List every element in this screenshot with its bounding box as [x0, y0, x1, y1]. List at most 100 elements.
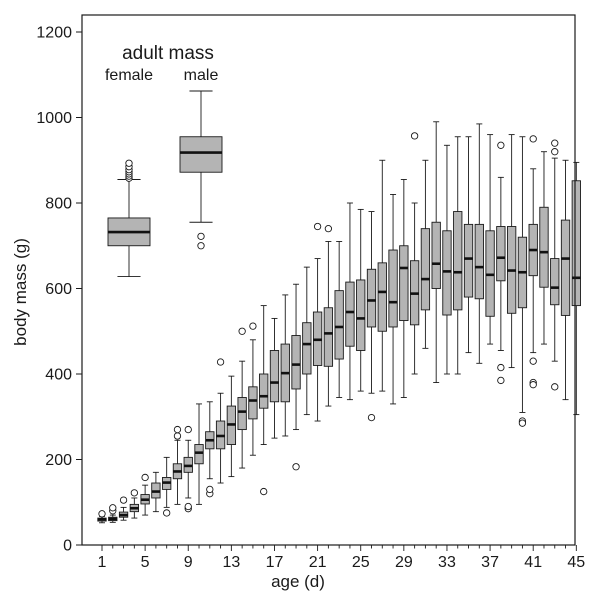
box-day-30	[409, 132, 420, 375]
inset-title: adult mass	[122, 43, 214, 64]
box-day-38-outlier-0	[497, 141, 505, 149]
box-day-1	[97, 510, 107, 524]
y-tick-label-200: 200	[45, 452, 72, 469]
box-day-41-outlier-1	[529, 357, 537, 365]
box-day-25-iqr-box	[356, 279, 366, 351]
box-day-29-iqr-box	[399, 245, 409, 322]
box-day-28-iqr-box	[388, 249, 398, 328]
inset-label-female: female	[105, 67, 153, 84]
box-day-17-iqr-box	[269, 350, 280, 403]
box-day-4	[129, 489, 139, 519]
box-day-18	[280, 294, 290, 437]
box-day-14-outlier-0	[238, 327, 246, 335]
box-day-32-iqr-box	[431, 221, 441, 289]
y-tick-label-800: 800	[45, 196, 72, 213]
box-day-37	[485, 134, 495, 345]
box-day-39	[506, 134, 517, 369]
x-tick-label-45: 45	[567, 554, 585, 571]
box-day-20	[302, 266, 312, 416]
box-day-21-outlier-0	[313, 222, 322, 231]
adult-male-iqr-box	[179, 136, 223, 173]
box-day-45-iqr-box	[571, 180, 581, 307]
box-day-34	[453, 136, 463, 375]
box-day-22-outlier-0	[324, 224, 333, 233]
box-day-1-outlier-0	[98, 510, 106, 518]
box-day-28	[388, 193, 398, 405]
x-tick-label-21: 21	[309, 554, 327, 571]
box-day-43-outlier-0	[551, 139, 559, 147]
box-day-26	[366, 211, 377, 422]
box-day-26-outlier-0	[367, 413, 376, 422]
box-day-27	[377, 159, 387, 392]
box-day-19-iqr-box	[291, 335, 301, 390]
box-day-22	[323, 224, 334, 407]
box-day-24-iqr-box	[345, 281, 355, 347]
box-day-2	[108, 504, 118, 523]
box-day-43-outlier-1	[551, 148, 559, 156]
box-day-15-iqr-box	[248, 386, 258, 420]
box-day-7	[162, 456, 172, 517]
box-day-5	[140, 473, 150, 516]
box-day-30-outlier-0	[410, 132, 419, 140]
y-tick-label-0: 0	[63, 538, 72, 555]
box-day-21	[312, 222, 323, 422]
box-day-25	[356, 208, 366, 392]
box-day-38-iqr-box	[496, 226, 506, 282]
data-layer	[97, 121, 581, 524]
x-tick-label-1: 1	[98, 554, 107, 571]
box-day-36	[474, 123, 484, 364]
box-day-3	[118, 496, 129, 521]
box-day-9-outlier-2	[184, 425, 192, 434]
adult-mass-inset: adult mass female male	[105, 43, 223, 277]
box-day-19	[291, 283, 301, 471]
box-day-33	[442, 144, 452, 375]
x-tick-label-13: 13	[222, 554, 240, 571]
box-day-11-outlier-1	[206, 485, 214, 494]
x-axis-title: age (d)	[271, 572, 325, 591]
x-tick-label-29: 29	[395, 554, 413, 571]
inset-label-male: male	[184, 67, 219, 84]
box-day-14	[237, 327, 247, 469]
box-day-31-iqr-box	[420, 228, 431, 311]
box-day-44-iqr-box	[560, 219, 571, 316]
box-day-34-iqr-box	[453, 211, 463, 311]
adult-female	[107, 159, 151, 277]
box-day-8-outlier-0	[173, 432, 182, 440]
box-day-38-outlier-1	[497, 363, 505, 372]
box-day-27-iqr-box	[377, 262, 387, 332]
box-day-35-iqr-box	[463, 223, 474, 298]
box-day-45	[571, 161, 581, 416]
box-day-41	[528, 135, 538, 389]
box-day-7-outlier-0	[163, 509, 171, 517]
box-day-14-iqr-box	[237, 397, 247, 431]
box-day-8	[172, 425, 183, 505]
adult-male	[179, 90, 223, 250]
box-day-29	[399, 179, 409, 398]
x-tick-label-41: 41	[524, 554, 542, 571]
x-tick-label-33: 33	[438, 554, 456, 571]
box-day-38	[496, 141, 506, 385]
box-day-10-iqr-box	[194, 444, 204, 465]
box-day-15	[248, 322, 258, 456]
box-day-9	[183, 425, 193, 513]
x-tick-label-5: 5	[141, 554, 150, 571]
x-tick-label-17: 17	[266, 554, 284, 571]
box-day-40-outlier-1	[518, 419, 527, 427]
box-day-38-outlier-2	[497, 376, 505, 385]
box-day-16-iqr-box	[259, 373, 269, 409]
box-day-24	[345, 202, 355, 401]
x-tick-label-9: 9	[184, 554, 193, 571]
box-day-26-iqr-box	[366, 268, 377, 328]
box-day-33-iqr-box	[442, 230, 452, 316]
y-tick-label-400: 400	[45, 367, 72, 384]
y-tick-label-1200: 1200	[36, 25, 72, 42]
box-day-20-iqr-box	[302, 322, 312, 375]
adult-male-outlier-1	[197, 242, 205, 250]
box-day-9-outlier-1	[184, 502, 192, 511]
box-day-43-iqr-box	[550, 258, 560, 306]
box-day-16	[259, 305, 269, 496]
box-day-12	[215, 358, 226, 484]
x-tick-label-25: 25	[352, 554, 370, 571]
box-day-44	[560, 159, 571, 401]
